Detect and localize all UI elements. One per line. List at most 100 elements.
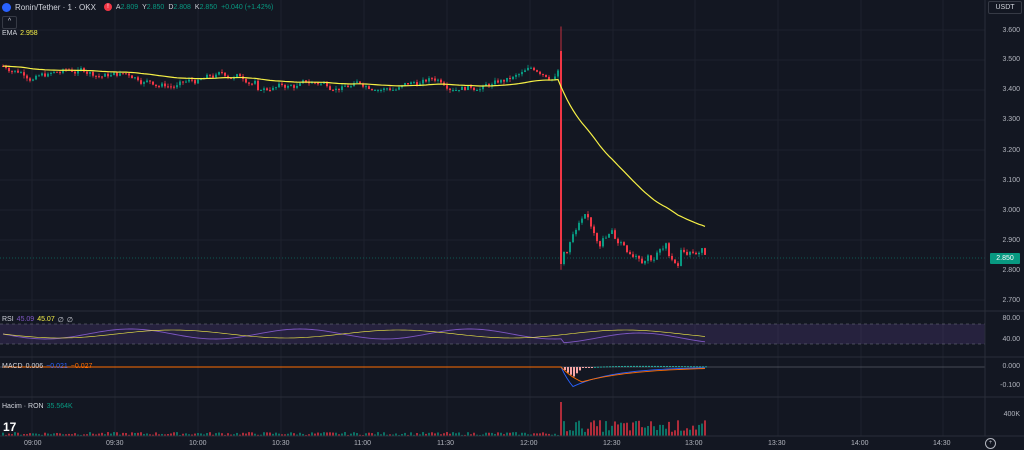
tradingview-logo[interactable]: 17: [3, 420, 17, 434]
candle-body: [227, 75, 229, 78]
volume-bar: [230, 434, 232, 436]
macd-hist-bar: [612, 366, 614, 368]
volume-bar: [389, 434, 391, 436]
candle-body: [74, 71, 76, 74]
candle-body: [167, 86, 169, 88]
candle-body: [566, 252, 568, 254]
candle-body: [398, 87, 400, 90]
candle-body: [95, 75, 97, 77]
volume-bar: [224, 434, 226, 436]
macd-hist-bar: [576, 367, 578, 374]
macd-legend[interactable]: MACD 0.006 −0.021 −0.027: [2, 363, 92, 370]
candle-body: [671, 256, 673, 260]
macd-hist-bar: [567, 367, 569, 373]
rsi-band: [0, 323, 985, 345]
candle-body: [143, 82, 145, 84]
macd-hist-bar: [588, 367, 590, 368]
volume-bar: [104, 434, 106, 436]
candle-body: [239, 74, 241, 77]
volume-bar: [17, 432, 19, 436]
candle-body: [626, 245, 628, 253]
ema-legend[interactable]: EMA 2.958: [2, 30, 38, 37]
volume-bar: [167, 434, 169, 436]
rsi-legend[interactable]: RSI 45.09 45.07 ∅ ∅: [2, 316, 73, 324]
candle-body: [395, 89, 397, 91]
candle-body: [251, 83, 253, 85]
volume-bar: [677, 420, 679, 436]
macd-hist-bar: [678, 366, 680, 368]
candle-body: [290, 85, 292, 87]
candle-body: [569, 242, 571, 253]
candle-body: [590, 217, 592, 227]
rsi-tick: 80.00: [1002, 315, 1020, 322]
volume-bar: [665, 428, 667, 436]
candle-body: [653, 259, 655, 261]
candle-body: [455, 90, 457, 91]
last-price-label: 2.850: [990, 253, 1020, 264]
candle-body: [701, 248, 703, 253]
macd-tick: 0.000: [1002, 363, 1020, 370]
macd-hist-bar: [702, 366, 704, 368]
time-axis-settings-icon[interactable]: +: [985, 438, 996, 449]
volume-bar: [80, 434, 82, 436]
candle-body: [506, 77, 508, 82]
macd-hist-bar: [585, 367, 587, 368]
candle-body: [107, 73, 109, 77]
volume-bar: [119, 434, 121, 436]
volume-legend[interactable]: Hacim · RON 35.564K: [2, 403, 73, 410]
volume-bar: [566, 431, 568, 436]
macd-hist-bar: [621, 365, 623, 367]
currency-selector[interactable]: USDT: [988, 1, 1022, 14]
volume-bar: [539, 433, 541, 436]
candle-body: [53, 71, 55, 73]
candle-body: [98, 76, 100, 78]
candle-body: [512, 76, 514, 80]
candle-body: [164, 83, 166, 87]
volume-bar: [275, 432, 277, 436]
candle-body: [692, 251, 694, 253]
volume-bar: [659, 424, 661, 436]
symbol-title[interactable]: Ronin/Tether · 1 · OKX: [15, 2, 96, 12]
candle-body: [500, 80, 502, 83]
macd-hist-bar: [645, 365, 647, 367]
candle-body: [593, 226, 595, 234]
macd-hist-bar: [633, 365, 635, 367]
candle-body: [182, 81, 184, 83]
ema-series: [2, 65, 706, 227]
candle-body: [581, 218, 583, 223]
collapse-indicators-icon[interactable]: ^: [2, 16, 17, 29]
candle-body: [152, 81, 154, 85]
macd-hist-bar: [651, 365, 653, 367]
candle-body: [149, 80, 151, 82]
volume-bar: [464, 434, 466, 436]
candle-body: [188, 79, 190, 82]
volume-bar: [137, 432, 139, 436]
volume-bar: [134, 432, 136, 436]
volume-bar: [320, 433, 322, 436]
volume-bar: [377, 432, 379, 436]
volume-bar: [542, 432, 544, 436]
volume-bar: [614, 421, 616, 436]
market-status-badge[interactable]: !: [103, 3, 112, 11]
candle-body: [467, 85, 469, 90]
candle-body: [128, 73, 130, 76]
candle-body: [518, 74, 520, 76]
volume-bar: [200, 433, 202, 436]
symbol-header[interactable]: Ronin/Tether · 1 · OKX ! A2.809 Y2.850 D…: [2, 1, 273, 13]
macd-hist-bar: [597, 366, 599, 368]
candle-body: [89, 72, 91, 74]
macd-hist-bar: [624, 365, 626, 367]
volume-bar: [515, 432, 517, 436]
candle-body: [161, 83, 163, 87]
candle-body: [674, 259, 676, 264]
candle-body: [323, 82, 325, 84]
candle-body: [191, 79, 193, 81]
volume-bar: [56, 432, 58, 436]
volume-bar: [278, 433, 280, 436]
candle-body: [296, 85, 298, 88]
candle-body: [218, 72, 220, 75]
macd-hist-bar: [570, 367, 572, 375]
volume-bar: [86, 434, 88, 436]
candle-body: [695, 252, 697, 255]
